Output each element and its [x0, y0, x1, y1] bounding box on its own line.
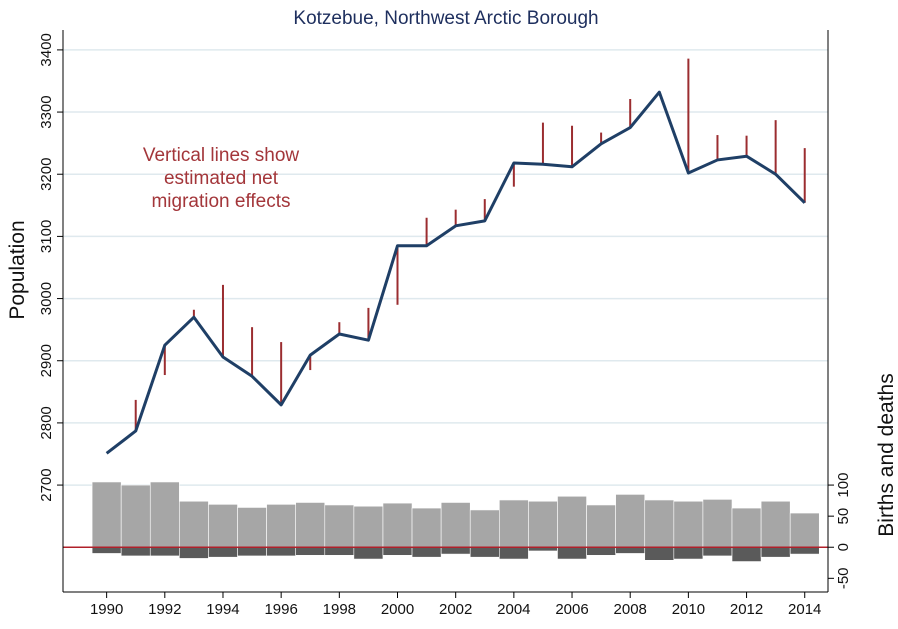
y-tick-label: 3400 [38, 33, 55, 66]
y-tick-label: 2700 [38, 468, 55, 501]
annotation: estimated net [164, 168, 279, 189]
bar [557, 546, 587, 560]
bar [469, 546, 500, 558]
x-tick-label: 1998 [323, 601, 356, 618]
x-tick-label: 2004 [497, 601, 530, 618]
bar [353, 505, 384, 548]
bar [440, 502, 471, 548]
bar [120, 546, 151, 557]
x-tick-label: 1990 [90, 601, 123, 618]
y2-axis-label: Births and deaths [875, 373, 898, 536]
population-line [105, 90, 806, 455]
x-tick-label: 2014 [788, 601, 821, 618]
bar [382, 546, 413, 556]
bar [586, 504, 616, 548]
bar [91, 481, 122, 548]
bar [149, 481, 180, 548]
bar [237, 507, 267, 548]
bar [615, 546, 646, 554]
bar [499, 499, 529, 548]
bar [120, 484, 151, 548]
y-tick-label: 2800 [38, 406, 55, 439]
bar [760, 500, 791, 548]
y2-tick-label: -50 [835, 567, 852, 589]
bar [557, 495, 587, 548]
chart-title: Kotzebue, Northwest Arctic Borough [293, 8, 598, 29]
y2-tick-label: 50 [835, 508, 852, 525]
y-tick-label: 3200 [38, 158, 55, 191]
y2-tick-label: 100 [835, 473, 852, 498]
bar [295, 502, 326, 548]
y-tick-label: 2900 [38, 344, 55, 377]
bar [789, 512, 820, 548]
y-tick-label: 3300 [38, 95, 55, 128]
bar [91, 546, 122, 554]
bar [149, 546, 180, 557]
bar [586, 546, 616, 556]
bar [179, 500, 209, 548]
bar [469, 509, 500, 548]
bar [382, 502, 413, 548]
bar [411, 507, 442, 548]
bar [673, 500, 704, 548]
bar [528, 500, 558, 548]
y2-tick-label: 0 [835, 543, 852, 551]
bar [179, 546, 209, 559]
annotation: Vertical lines show [143, 145, 300, 166]
bar [266, 546, 296, 557]
x-tick-label: 2012 [730, 601, 763, 618]
bar [440, 546, 471, 555]
bar [731, 507, 762, 548]
annotation: migration effects [151, 191, 290, 212]
bar [702, 546, 733, 557]
x-tick-label: 2006 [555, 601, 588, 618]
bar [353, 546, 384, 560]
bar [760, 546, 791, 558]
bar [789, 546, 820, 555]
y-axis-label: Population [6, 220, 29, 319]
bar [644, 546, 675, 561]
bar [411, 546, 442, 558]
bar [266, 504, 296, 548]
bar [731, 546, 762, 562]
bar [673, 546, 704, 560]
bar [702, 499, 733, 548]
bar [499, 546, 529, 560]
x-tick-label: 2000 [381, 601, 414, 618]
bar [615, 494, 646, 548]
bar [208, 546, 238, 558]
x-tick-label: 1994 [206, 601, 239, 618]
bar [324, 546, 355, 556]
x-tick-label: 1992 [148, 601, 181, 618]
x-tick-label: 2008 [614, 601, 647, 618]
bar [295, 546, 326, 556]
bar [208, 504, 238, 548]
x-tick-label: 1996 [264, 601, 297, 618]
bar [237, 546, 267, 557]
bar [644, 499, 675, 548]
y-tick-label: 3000 [38, 282, 55, 315]
bar [324, 504, 355, 548]
y-tick-label: 3100 [38, 220, 55, 253]
x-tick-label: 2010 [672, 601, 705, 618]
x-tick-label: 2002 [439, 601, 472, 618]
